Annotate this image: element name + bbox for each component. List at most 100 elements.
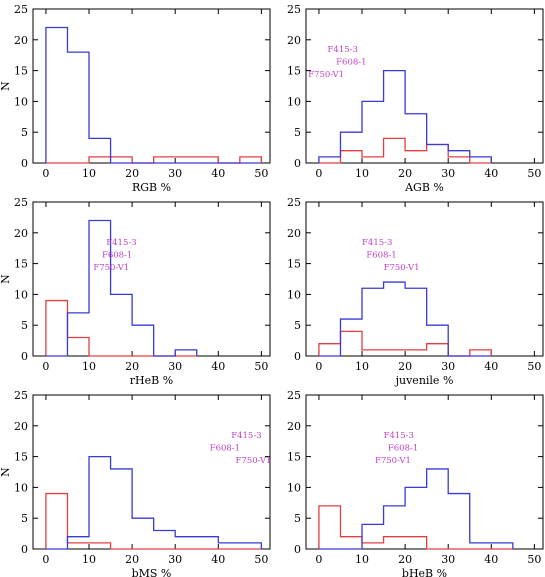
plot-frame bbox=[32, 8, 271, 164]
filter-annotation: F608-1 bbox=[336, 57, 366, 67]
y-tick-label: 10 bbox=[14, 95, 28, 108]
filter-annotation: F415-3 bbox=[384, 431, 414, 441]
x-tick-label: 40 bbox=[484, 553, 498, 566]
x-tick-label: 0 bbox=[42, 553, 49, 566]
x-tick-label: 20 bbox=[398, 167, 412, 180]
x-tick-label: 30 bbox=[441, 553, 455, 566]
y-tick-label: 20 bbox=[14, 227, 28, 240]
x-tick-label: 0 bbox=[315, 167, 322, 180]
x-tick-label: 50 bbox=[254, 167, 268, 180]
y-tick-label: 25 bbox=[14, 196, 28, 209]
y-axis-label: N bbox=[0, 467, 12, 477]
x-tick-label: 50 bbox=[254, 360, 268, 373]
red-histogram-series bbox=[318, 137, 492, 164]
y-tick-label: 15 bbox=[14, 451, 28, 464]
filter-annotation: F750-V1 bbox=[236, 456, 272, 466]
y-tick-label: 10 bbox=[14, 288, 28, 301]
filter-annotation: F750-V1 bbox=[384, 263, 420, 273]
histogram-panel-6: 0 10 20 30 40 50 0 5 10 15 20 25 bHeB % F415-3 F608-1 F… bbox=[287, 389, 544, 577]
histogram-panel-1: 0 10 20 30 40 50 0 5 10 15 20 25 RGB % N bbox=[0, 3, 271, 194]
x-tick-label: 30 bbox=[168, 167, 182, 180]
y-tick-label: 5 bbox=[21, 126, 28, 139]
filter-annotation: F608-1 bbox=[366, 250, 396, 260]
x-tick-label: 20 bbox=[125, 167, 139, 180]
x-tick-label: 10 bbox=[355, 360, 369, 373]
x-tick-label: 40 bbox=[484, 167, 498, 180]
red-histogram-series bbox=[45, 492, 262, 550]
x-tick-label: 50 bbox=[527, 360, 541, 373]
filter-annotation: F750-V1 bbox=[308, 70, 344, 80]
x-axis-label: bHeB % bbox=[402, 567, 447, 577]
y-tick-label: 0 bbox=[21, 350, 28, 363]
y-tick-label: 15 bbox=[287, 258, 301, 271]
blue-histogram-series bbox=[318, 281, 492, 357]
plot-frame bbox=[305, 8, 544, 164]
x-tick-label: 0 bbox=[315, 553, 322, 566]
red-histogram-series bbox=[45, 299, 197, 357]
x-tick-label: 10 bbox=[355, 167, 369, 180]
plot-frame bbox=[32, 201, 271, 357]
red-histogram-series bbox=[318, 505, 513, 550]
filter-annotation: F415-3 bbox=[106, 238, 136, 248]
y-tick-label: 15 bbox=[287, 65, 301, 78]
blue-histogram-series bbox=[45, 219, 198, 357]
red-histogram-series bbox=[45, 156, 263, 164]
filter-annotation: F608-1 bbox=[388, 443, 418, 453]
y-tick-label: 10 bbox=[14, 481, 28, 494]
histogram-panel-4: 0 10 20 30 40 50 0 5 10 15 20 25 juvenile % F415-3 F60… bbox=[287, 196, 544, 387]
x-tick-label: 10 bbox=[355, 553, 369, 566]
x-tick-label: 40 bbox=[211, 167, 225, 180]
histogram-panel-3: 0 10 20 30 40 50 0 5 10 15 20 25 rHeB % N F415-3 F608-1… bbox=[0, 196, 271, 387]
x-axis-label: juvenile % bbox=[394, 374, 454, 387]
x-tick-label: 10 bbox=[82, 553, 96, 566]
y-tick-label: 5 bbox=[21, 512, 28, 525]
x-tick-label: 0 bbox=[42, 167, 49, 180]
x-tick-label: 50 bbox=[254, 553, 268, 566]
x-axis-label: RGB % bbox=[132, 181, 171, 194]
filter-annotation: F415-3 bbox=[231, 431, 261, 441]
filter-annotation: F750-V1 bbox=[93, 263, 129, 273]
x-tick-label: 50 bbox=[527, 167, 541, 180]
y-tick-label: 20 bbox=[287, 227, 301, 240]
x-tick-label: 20 bbox=[125, 553, 139, 566]
y-tick-label: 0 bbox=[294, 350, 301, 363]
x-axis-label: AGB % bbox=[404, 181, 444, 194]
plot-frame bbox=[305, 394, 544, 550]
x-axis-label: rHeB % bbox=[130, 374, 173, 387]
x-tick-label: 50 bbox=[527, 553, 541, 566]
histogram-panel-2: 0 10 20 30 40 50 0 5 10 15 20 25 AGB % F415-3 F608-1 F7… bbox=[287, 3, 544, 194]
y-tick-label: 25 bbox=[287, 3, 301, 16]
x-tick-label: 20 bbox=[398, 360, 412, 373]
x-axis-label: bMS % bbox=[132, 567, 172, 577]
plot-frame bbox=[32, 394, 271, 550]
y-tick-label: 15 bbox=[14, 65, 28, 78]
x-tick-label: 30 bbox=[441, 360, 455, 373]
y-tick-label: 25 bbox=[287, 389, 301, 402]
x-tick-label: 40 bbox=[211, 360, 225, 373]
y-axis-label: N bbox=[0, 274, 12, 284]
x-tick-label: 30 bbox=[168, 360, 182, 373]
y-tick-label: 25 bbox=[14, 3, 28, 16]
x-tick-label: 30 bbox=[168, 553, 182, 566]
x-tick-label: 0 bbox=[315, 360, 322, 373]
y-tick-label: 20 bbox=[14, 420, 28, 433]
y-tick-label: 0 bbox=[21, 543, 28, 556]
blue-histogram-series bbox=[45, 26, 262, 164]
x-tick-label: 40 bbox=[484, 360, 498, 373]
y-tick-label: 10 bbox=[287, 481, 301, 494]
y-tick-label: 20 bbox=[14, 34, 28, 47]
plot-frame bbox=[305, 201, 544, 357]
y-tick-label: 5 bbox=[21, 319, 28, 332]
y-axis-label: N bbox=[0, 81, 12, 91]
x-tick-label: 10 bbox=[82, 360, 96, 373]
y-tick-label: 25 bbox=[14, 389, 28, 402]
y-tick-label: 20 bbox=[287, 420, 301, 433]
y-tick-label: 0 bbox=[21, 157, 28, 170]
filter-annotation: F415-3 bbox=[328, 45, 358, 55]
blue-histogram-series bbox=[318, 468, 514, 550]
filter-annotation: F608-1 bbox=[210, 443, 240, 453]
x-tick-label: 0 bbox=[42, 360, 49, 373]
x-tick-label: 20 bbox=[125, 360, 139, 373]
x-tick-label: 40 bbox=[211, 553, 225, 566]
